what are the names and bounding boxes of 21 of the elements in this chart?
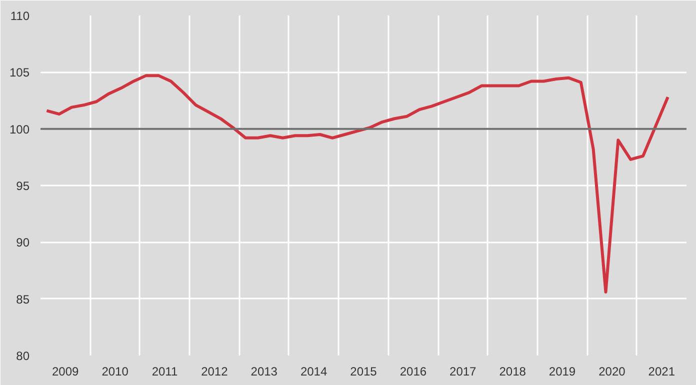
x-tick-label: 2012 [201,364,228,378]
y-tick-label: 110 [10,9,30,23]
x-tick-label: 2013 [250,364,278,378]
line-series [45,74,670,294]
x-tick-label: 2020 [598,364,626,378]
x-tick-label: 2018 [499,364,526,378]
x-tick-label: 2017 [450,364,477,378]
x-tick-label: 2021 [648,364,676,378]
y-tick-label: 100 [9,122,30,136]
y-tick-label: 95 [16,179,30,193]
x-tick-label: 2010 [102,364,129,378]
x-tick-label: 2019 [548,364,576,378]
y-tick-label: 85 [16,292,30,306]
x-tick-label: 2011 [152,364,178,378]
y-tick-label: 80 [16,349,30,363]
x-tick-label: 2014 [300,364,328,378]
x-tick-label: 2009 [52,364,80,378]
x-tick-label: 2016 [400,364,427,378]
y-tick-label: 105 [9,66,30,80]
x-tick-label: 2015 [350,364,378,378]
y-tick-label: 90 [16,236,30,250]
